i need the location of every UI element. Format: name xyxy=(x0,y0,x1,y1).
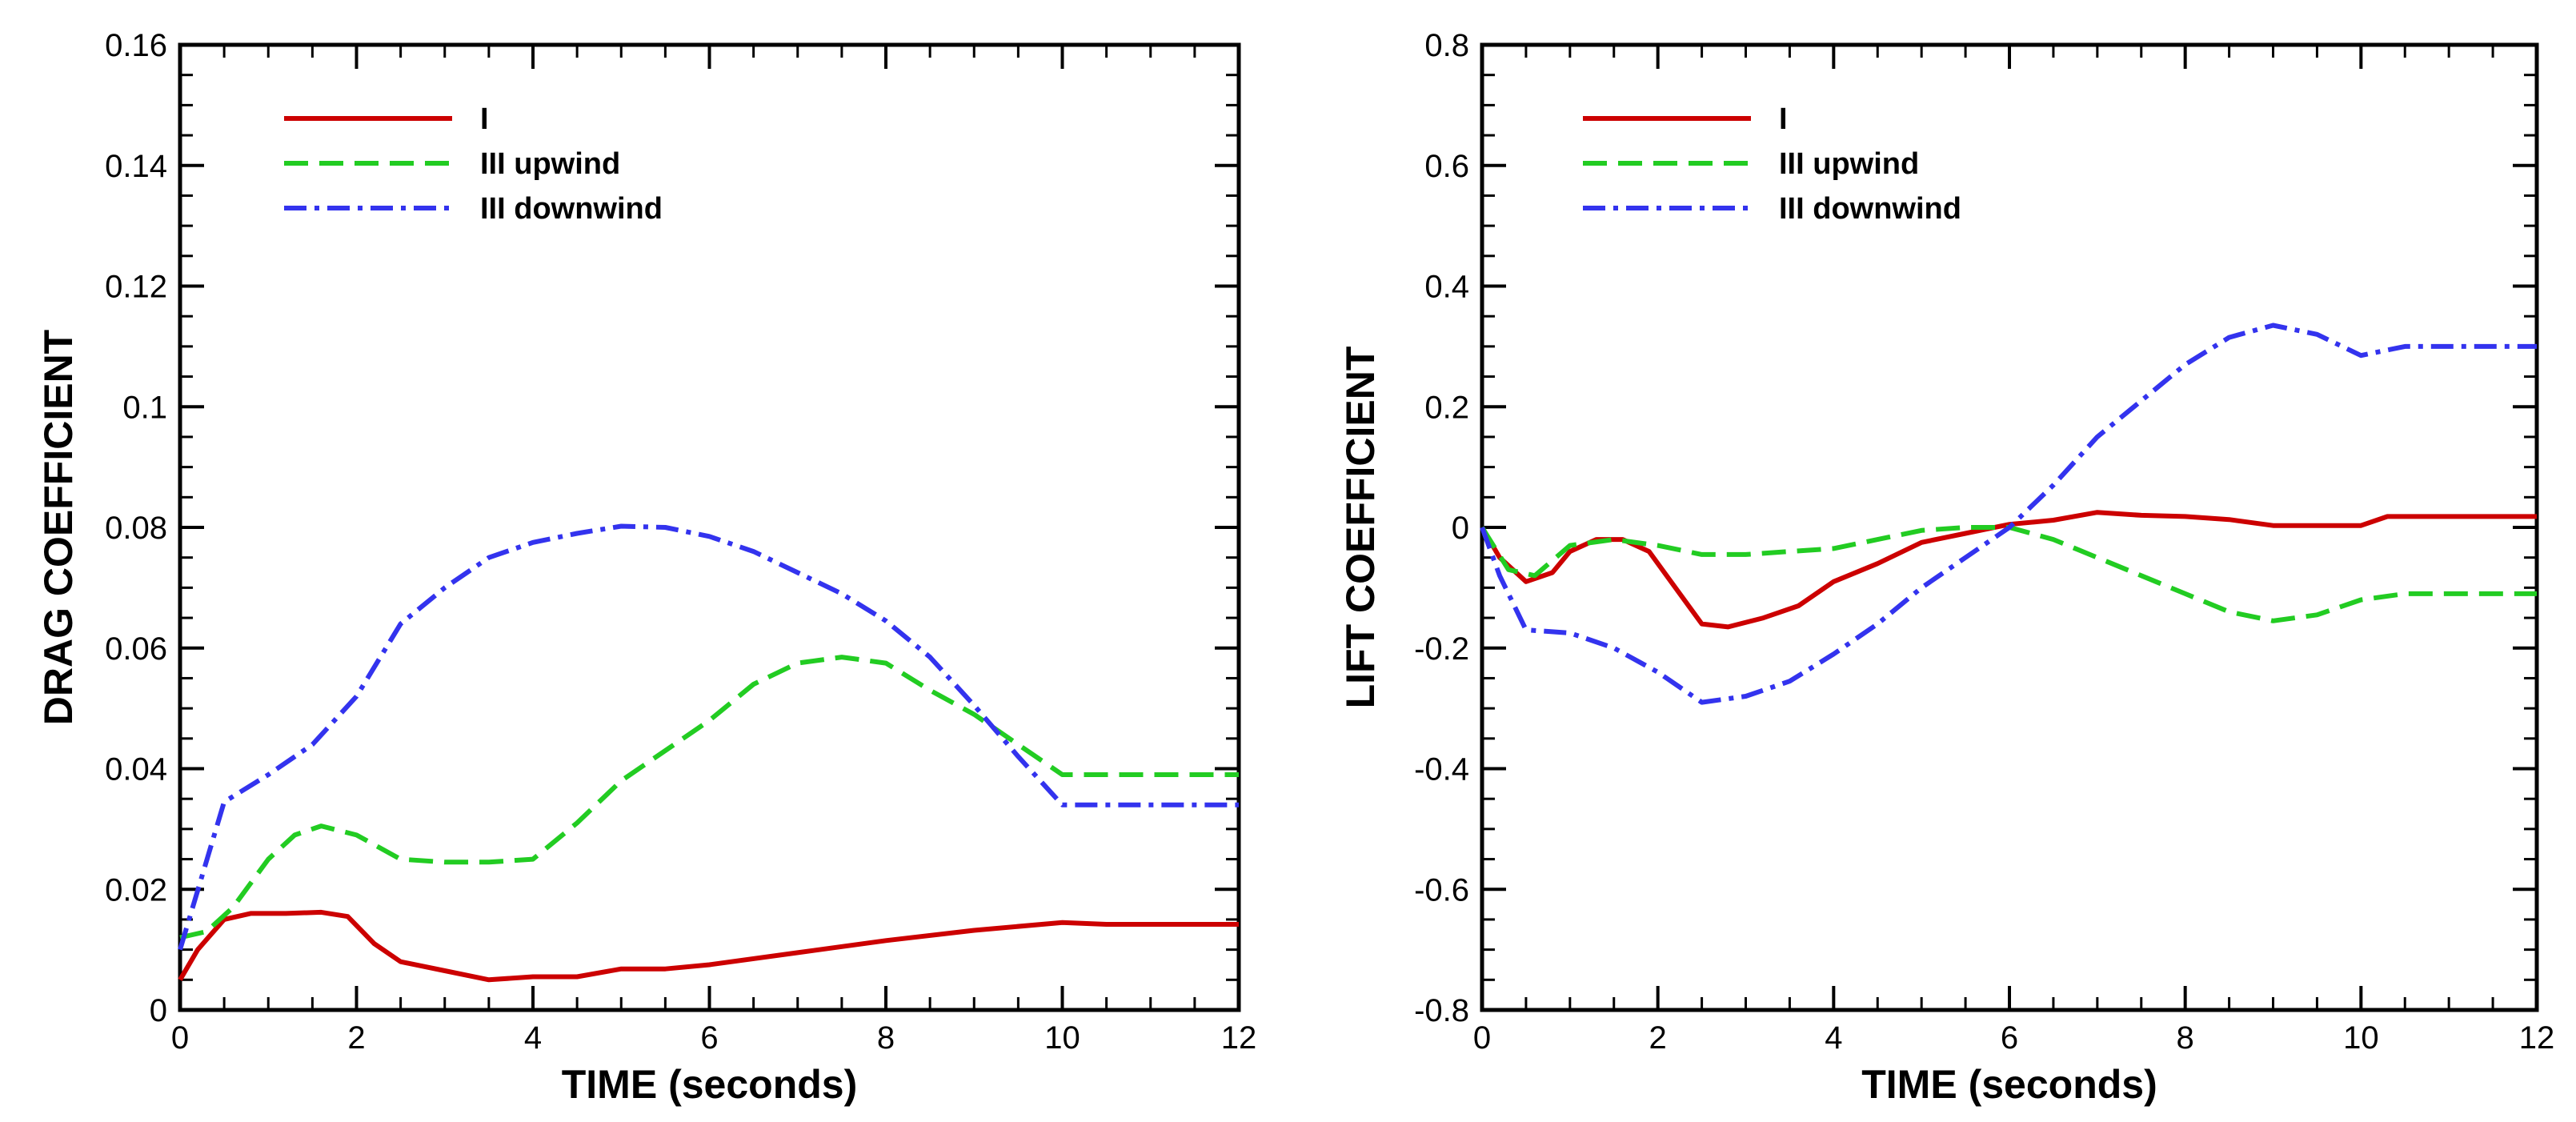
lift-x-tick-label: 2 xyxy=(1649,1020,1667,1056)
drag-chart: 0 2 4 6 8 10 12 0 0.02 0.04 0.06 0.08 0.1 0.12 0.14 0.1… xyxy=(36,28,1256,1107)
drag-y-tick-label: 0.14 xyxy=(105,149,167,184)
drag-y-tick-label: 0.06 xyxy=(105,631,167,667)
drag-series-line-3 xyxy=(178,523,1239,951)
lift-x-tick-label: 8 xyxy=(2177,1020,2194,1056)
lift-y-tick-label: 0.8 xyxy=(1424,28,1469,63)
drag-legend-label-1: I xyxy=(480,102,489,136)
lift-chart: 0 2 4 6 8 10 12 -0.8 -0.6 -0.4 -0.2 0 0.2 0.4 0.6 0.8 TI… xyxy=(1338,28,2554,1107)
lift-x-tick-label: 6 xyxy=(2001,1020,2018,1056)
lift-x-tick-label: 0 xyxy=(1473,1020,1491,1056)
drag-y-tick-label: 0.04 xyxy=(105,752,167,787)
lift-x-axis-title: TIME (seconds) xyxy=(1861,1062,2157,1107)
drag-y-tick-label: 0.1 xyxy=(122,390,167,425)
drag-legend-label-3: III downwind xyxy=(480,192,663,226)
lift-legend-label-2: III upwind xyxy=(1779,147,1919,181)
drag-y-tick-label: 0.12 xyxy=(105,270,167,305)
lift-x-tick-label: 10 xyxy=(2343,1020,2379,1056)
lift-y-axis-title: LIFT COEFFICIENT xyxy=(1338,347,1383,709)
drag-series-line-1 xyxy=(178,909,1239,983)
drag-legend: I III upwind III downwind xyxy=(284,102,663,226)
drag-x-tick-label: 2 xyxy=(347,1020,365,1056)
lift-series-line-2 xyxy=(1480,525,2537,623)
lift-x-tick-label: 4 xyxy=(1825,1020,1842,1056)
lift-series-line-3 xyxy=(1480,323,2537,705)
drag-series-line-2 xyxy=(179,655,1239,940)
drag-x-tick-label: 12 xyxy=(1221,1020,1257,1056)
lift-y-tick-label: 0.4 xyxy=(1424,270,1469,305)
lift-y-tick-label: -0.4 xyxy=(1414,752,1469,787)
lift-legend-label-1: I xyxy=(1779,102,1788,136)
lift-y-tick-label: 0.6 xyxy=(1424,149,1469,184)
drag-legend-label-2: III upwind xyxy=(480,147,620,181)
drag-y-tick-label: 0 xyxy=(150,993,167,1028)
drag-y-tick-label: 0.02 xyxy=(105,872,167,908)
drag-y-axis-title: DRAG COEFFICIENT xyxy=(36,330,81,725)
drag-x-tick-label: 8 xyxy=(877,1020,895,1056)
drag-x-tick-label: 0 xyxy=(171,1020,189,1056)
lift-legend-label-3: III downwind xyxy=(1779,192,1961,226)
drag-y-tick-label: 0.16 xyxy=(105,28,167,63)
drag-x-tick-label: 10 xyxy=(1044,1020,1080,1056)
lift-y-tick-label: -0.2 xyxy=(1414,631,1469,667)
lift-y-tick-label: -0.8 xyxy=(1414,993,1469,1028)
lift-y-tick-label: -0.6 xyxy=(1414,872,1469,908)
lift-legend: I III upwind III downwind xyxy=(1583,102,1961,226)
drag-y-tick-label: 0.08 xyxy=(105,511,167,546)
drag-x-tick-label: 6 xyxy=(700,1020,718,1056)
lift-y-tick-label: 0.2 xyxy=(1424,390,1469,425)
lift-x-tick-label: 12 xyxy=(2519,1020,2555,1056)
drag-x-axis-title: TIME (seconds) xyxy=(562,1062,857,1107)
lift-y-tick-label: 0 xyxy=(1452,511,1469,546)
drag-x-tick-label: 4 xyxy=(524,1020,542,1056)
drag-plot-frame xyxy=(178,42,1241,1012)
